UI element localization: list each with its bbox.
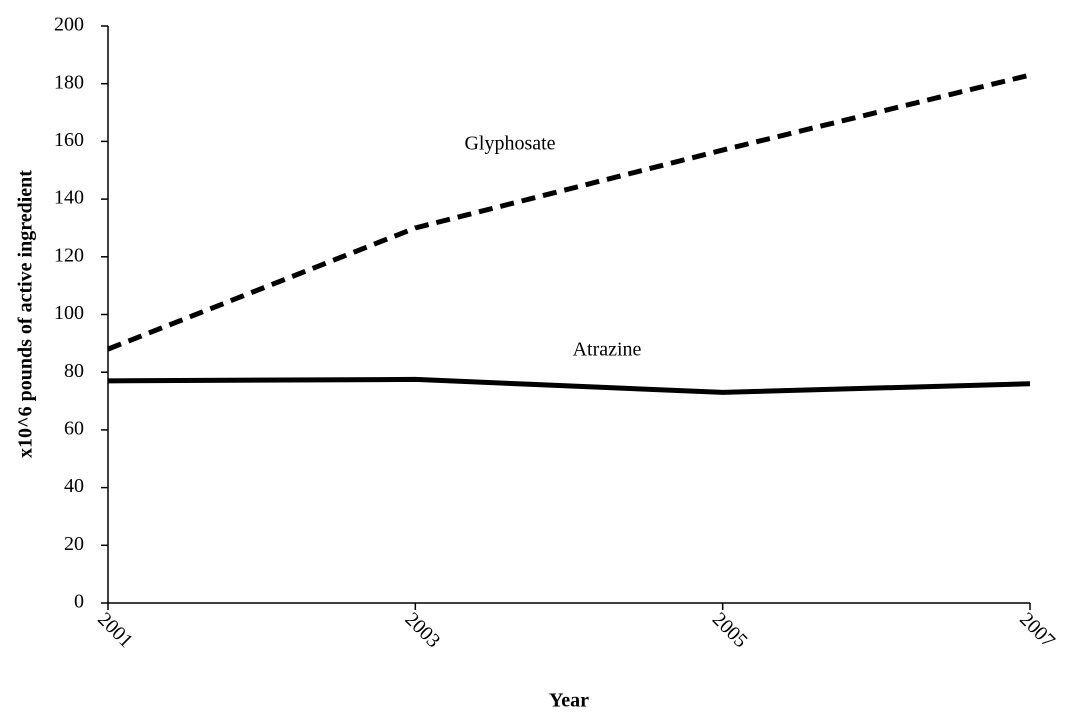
y-tick-label: 40 bbox=[64, 475, 84, 497]
x-tick-label: 2007 bbox=[1015, 608, 1059, 652]
y-tick-label: 80 bbox=[64, 360, 84, 382]
y-axis-label: x10^6 pounds of active ingredient bbox=[15, 170, 37, 458]
series-label: Atrazine bbox=[573, 339, 642, 361]
y-tick-label: 0 bbox=[74, 591, 84, 613]
y-tick-label: 120 bbox=[54, 244, 84, 266]
x-axis-label: Year bbox=[549, 690, 589, 712]
y-tick-label: 20 bbox=[64, 533, 84, 555]
x-tick-label: 2003 bbox=[401, 608, 445, 652]
y-tick-label: 160 bbox=[54, 129, 84, 151]
y-tick-label: 140 bbox=[54, 187, 84, 209]
y-tick-label: 200 bbox=[54, 14, 84, 36]
y-tick-label: 60 bbox=[64, 417, 84, 439]
series-line bbox=[107, 376, 1031, 395]
series-label: Glyphosate bbox=[464, 133, 555, 155]
series-line bbox=[107, 72, 1031, 352]
x-tick-label: 2005 bbox=[708, 608, 752, 652]
x-tick-label: 2001 bbox=[93, 608, 137, 652]
y-tick-label: 100 bbox=[54, 302, 84, 324]
y-tick-label: 180 bbox=[54, 71, 84, 93]
